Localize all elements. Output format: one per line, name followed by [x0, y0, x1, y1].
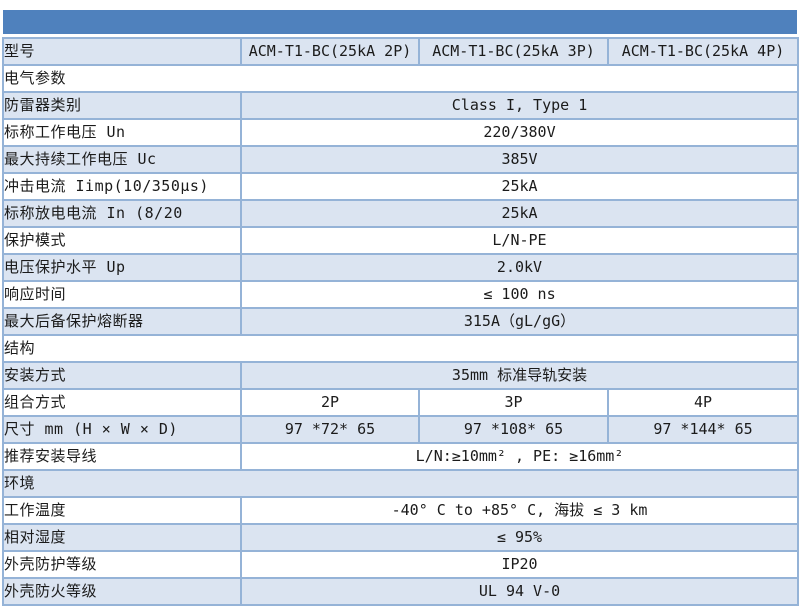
row-value: 3P	[418, 388, 609, 417]
row-value: 385V	[240, 145, 799, 174]
row-label: 相对湿度	[2, 523, 242, 552]
row-value: 97 *72* 65	[240, 415, 420, 444]
section-label: 电气参数	[2, 64, 799, 93]
row-value: 315A（gL/gG）	[240, 307, 799, 336]
row-value: ACM-T1-BC(25kA 2P)	[240, 37, 420, 66]
row-value: 2.0kV	[240, 253, 799, 282]
table-row: 响应时间 ≤ 100 ns	[2, 280, 799, 309]
table-row: 保护模式 L/N-PE	[2, 226, 799, 255]
row-label: 外壳防护等级	[2, 550, 242, 579]
row-value: ACM-T1-BC(25kA 4P)	[607, 37, 799, 66]
row-value: 35mm 标准导轨安装	[240, 361, 799, 390]
table-row: 防雷器类别 Class I, Type 1	[2, 91, 799, 120]
row-value: L/N-PE	[240, 226, 799, 255]
spec-table: 型号 ACM-T1-BC(25kA 2P) ACM-T1-BC(25kA 3P)…	[2, 37, 799, 606]
row-label: 冲击电流 Iimp(10/350μs)	[2, 172, 242, 201]
row-label: 最大后备保护熔断器	[2, 307, 242, 336]
row-value: 220/380V	[240, 118, 799, 147]
section-row-electrical: 电气参数	[2, 64, 799, 93]
table-row: 电压保护水平 Up 2.0kV	[2, 253, 799, 282]
row-value: L/N:≥10mm² , PE: ≥16mm²	[240, 442, 799, 471]
row-label: 型号	[2, 37, 242, 66]
row-value: 97 *144* 65	[607, 415, 799, 444]
row-value: 2P	[240, 388, 420, 417]
row-label: 外壳防火等级	[2, 577, 242, 606]
row-value: 25kA	[240, 172, 799, 201]
table-row: 外壳防护等级 IP20	[2, 550, 799, 579]
table-row: 相对湿度 ≤ 95%	[2, 523, 799, 552]
row-label: 电压保护水平 Up	[2, 253, 242, 282]
table-row: 标称工作电压 Un 220/380V	[2, 118, 799, 147]
table-row: 标称放电电流 In (8/20 25kA	[2, 199, 799, 228]
row-label: 安装方式	[2, 361, 242, 390]
table-title-bar	[3, 10, 797, 34]
row-label: 响应时间	[2, 280, 242, 309]
section-label: 结构	[2, 334, 799, 363]
row-value: ACM-T1-BC(25kA 3P)	[418, 37, 609, 66]
row-label: 组合方式	[2, 388, 242, 417]
table-row: 推荐安装导线 L/N:≥10mm² , PE: ≥16mm²	[2, 442, 799, 471]
row-label: 工作温度	[2, 496, 242, 525]
table-row: 冲击电流 Iimp(10/350μs) 25kA	[2, 172, 799, 201]
section-row-environment: 环境	[2, 469, 799, 498]
row-label: 标称放电电流 In (8/20	[2, 199, 242, 228]
row-label: 标称工作电压 Un	[2, 118, 242, 147]
table-row-dimensions: 尺寸 mm (H × W × D) 97 *72* 65 97 *108* 65…	[2, 415, 799, 444]
row-value: 25kA	[240, 199, 799, 228]
row-label: 防雷器类别	[2, 91, 242, 120]
table-row-model: 型号 ACM-T1-BC(25kA 2P) ACM-T1-BC(25kA 3P)…	[2, 37, 799, 66]
table-row: 工作温度 -40° C to +85° C, 海拔 ≤ 3 km	[2, 496, 799, 525]
row-label: 保护模式	[2, 226, 242, 255]
section-label: 环境	[2, 469, 799, 498]
table-row: 最大后备保护熔断器 315A（gL/gG）	[2, 307, 799, 336]
row-value: Class I, Type 1	[240, 91, 799, 120]
row-value: UL 94 V-0	[240, 577, 799, 606]
row-value: ≤ 95%	[240, 523, 799, 552]
row-value: ≤ 100 ns	[240, 280, 799, 309]
table-row: 外壳防火等级 UL 94 V-0	[2, 577, 799, 606]
row-label: 最大持续工作电压 Uc	[2, 145, 242, 174]
table-row-combination: 组合方式 2P 3P 4P	[2, 388, 799, 417]
table-row: 最大持续工作电压 Uc 385V	[2, 145, 799, 174]
row-value: -40° C to +85° C, 海拔 ≤ 3 km	[240, 496, 799, 525]
row-label: 推荐安装导线	[2, 442, 242, 471]
table-row: 安装方式 35mm 标准导轨安装	[2, 361, 799, 390]
section-row-structure: 结构	[2, 334, 799, 363]
row-label: 尺寸 mm (H × W × D)	[2, 415, 242, 444]
row-value: 97 *108* 65	[418, 415, 609, 444]
row-value: 4P	[607, 388, 799, 417]
row-value: IP20	[240, 550, 799, 579]
